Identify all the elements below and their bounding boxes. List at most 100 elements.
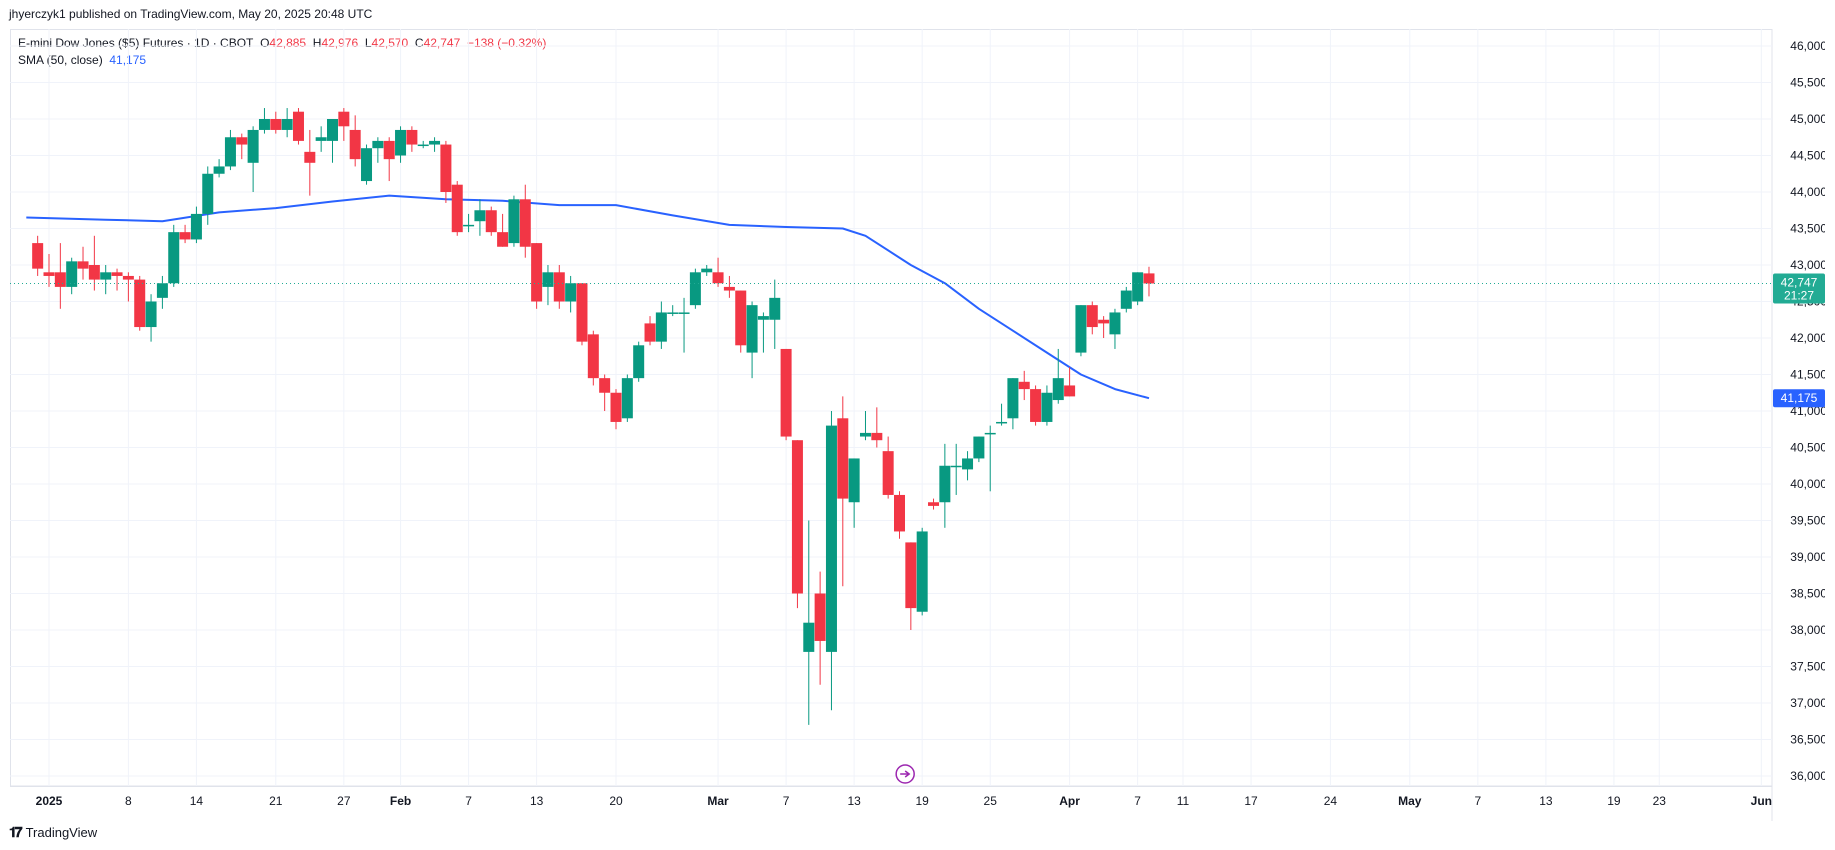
candle-body[interactable] xyxy=(689,272,701,306)
candle-body[interactable] xyxy=(996,421,1008,424)
candle-body[interactable] xyxy=(224,137,236,167)
candle-body[interactable] xyxy=(928,502,940,506)
candle-body[interactable] xyxy=(213,166,225,174)
candle-body[interactable] xyxy=(531,243,543,302)
candle-body[interactable] xyxy=(519,199,531,247)
candle-body[interactable] xyxy=(77,261,89,269)
candle-body[interactable] xyxy=(190,213,202,240)
candle-body[interactable] xyxy=(247,129,259,163)
candle-body[interactable] xyxy=(1143,273,1155,284)
candle-body[interactable] xyxy=(383,140,395,160)
candle-body[interactable] xyxy=(633,345,645,379)
candle-body[interactable] xyxy=(780,348,792,437)
candle-body[interactable] xyxy=(791,440,803,594)
candle-body[interactable] xyxy=(1120,290,1132,309)
candle-body[interactable] xyxy=(621,378,633,419)
candle-body[interactable] xyxy=(1007,378,1019,419)
candle-body[interactable] xyxy=(327,119,338,141)
candle-body[interactable] xyxy=(88,265,100,280)
candle-body[interactable] xyxy=(950,465,962,468)
candle-body[interactable] xyxy=(417,144,429,147)
candle-body[interactable] xyxy=(1132,272,1144,302)
candle-body[interactable] xyxy=(712,272,724,284)
candle-body[interactable] xyxy=(156,283,168,298)
candle-body[interactable] xyxy=(848,458,860,503)
candle-body[interactable] xyxy=(497,232,509,247)
price-chart[interactable]: 36,000 36,500 37,000 37,500 38,000 38,500 39,0… xyxy=(10,29,1825,821)
candle-body[interactable] xyxy=(644,323,656,342)
candle-body[interactable] xyxy=(1086,305,1098,328)
candle-body[interactable] xyxy=(757,316,769,320)
candle-body[interactable] xyxy=(361,148,373,182)
candle-body[interactable] xyxy=(905,542,917,609)
candle-body[interactable] xyxy=(553,272,565,302)
candle-body[interactable] xyxy=(962,458,974,470)
candle-body[interactable] xyxy=(701,268,713,273)
candle-body[interactable] xyxy=(429,140,441,145)
candle-body[interactable] xyxy=(542,272,554,287)
candle-body[interactable] xyxy=(984,432,996,435)
candle-body[interactable] xyxy=(894,494,905,532)
candle-body[interactable] xyxy=(202,173,214,214)
candle-body[interactable] xyxy=(315,137,327,141)
candle-body[interactable] xyxy=(338,111,350,127)
candle-body[interactable] xyxy=(258,119,270,130)
candle-body[interactable] xyxy=(508,199,520,244)
candle-body[interactable] xyxy=(814,593,826,641)
candle-body[interactable] xyxy=(825,425,837,652)
candle-body[interactable] xyxy=(122,275,134,280)
candle-body[interactable] xyxy=(587,334,599,379)
candle-body[interactable] xyxy=(1052,378,1064,401)
candle-body[interactable] xyxy=(372,140,384,149)
candle-body[interactable] xyxy=(916,531,928,612)
candle-body[interactable] xyxy=(485,210,497,233)
candle-body[interactable] xyxy=(1018,381,1030,390)
candle-body[interactable] xyxy=(270,119,282,130)
candle-body[interactable] xyxy=(667,312,679,314)
candle-body[interactable] xyxy=(735,290,747,346)
candle-body[interactable] xyxy=(179,232,191,240)
candle-body[interactable] xyxy=(463,224,475,227)
candle-body[interactable] xyxy=(655,312,667,342)
candle-body[interactable] xyxy=(440,144,452,192)
candle-body[interactable] xyxy=(66,261,78,287)
candle-body[interactable] xyxy=(871,432,883,441)
candle-body[interactable] xyxy=(236,137,248,145)
candle-body[interactable] xyxy=(1098,319,1110,324)
candle-body[interactable] xyxy=(1064,385,1076,397)
candle-body[interactable] xyxy=(474,210,486,222)
candle-body[interactable] xyxy=(281,119,293,130)
candle-body[interactable] xyxy=(54,272,66,287)
candle-body[interactable] xyxy=(100,272,112,280)
candle-body[interactable] xyxy=(769,297,781,320)
candle-body[interactable] xyxy=(168,232,180,284)
candle-body[interactable] xyxy=(304,151,316,163)
candle-body[interactable] xyxy=(859,432,871,437)
candle-body[interactable] xyxy=(406,129,418,145)
candle-body[interactable] xyxy=(576,283,588,342)
candle-body[interactable] xyxy=(111,272,123,276)
candle-body[interactable] xyxy=(882,451,894,495)
candle-body[interactable] xyxy=(134,279,146,328)
candle-body[interactable] xyxy=(1075,305,1087,353)
candle-body[interactable] xyxy=(145,301,157,328)
candle-body[interactable] xyxy=(451,184,463,233)
candle-body[interactable] xyxy=(349,129,361,160)
candle-body[interactable] xyxy=(973,436,985,459)
candle-body[interactable] xyxy=(837,418,849,499)
candle-body[interactable] xyxy=(565,283,577,302)
candle-body[interactable] xyxy=(292,111,304,141)
candle-body[interactable] xyxy=(610,392,622,422)
candle-body[interactable] xyxy=(1030,389,1042,422)
candle-body[interactable] xyxy=(803,622,815,652)
candle-body[interactable] xyxy=(1041,392,1053,422)
chart-area[interactable]: 36,000 36,500 37,000 37,500 38,000 38,500 39,0… xyxy=(10,29,1825,821)
candle-body[interactable] xyxy=(1109,312,1121,335)
candle-body[interactable] xyxy=(395,129,407,156)
candle-body[interactable] xyxy=(723,286,735,291)
candle-body[interactable] xyxy=(43,272,55,276)
candle-body[interactable] xyxy=(678,312,690,314)
candle-body[interactable] xyxy=(746,305,758,353)
candle-body[interactable] xyxy=(599,378,611,393)
candle-body[interactable] xyxy=(939,465,951,503)
